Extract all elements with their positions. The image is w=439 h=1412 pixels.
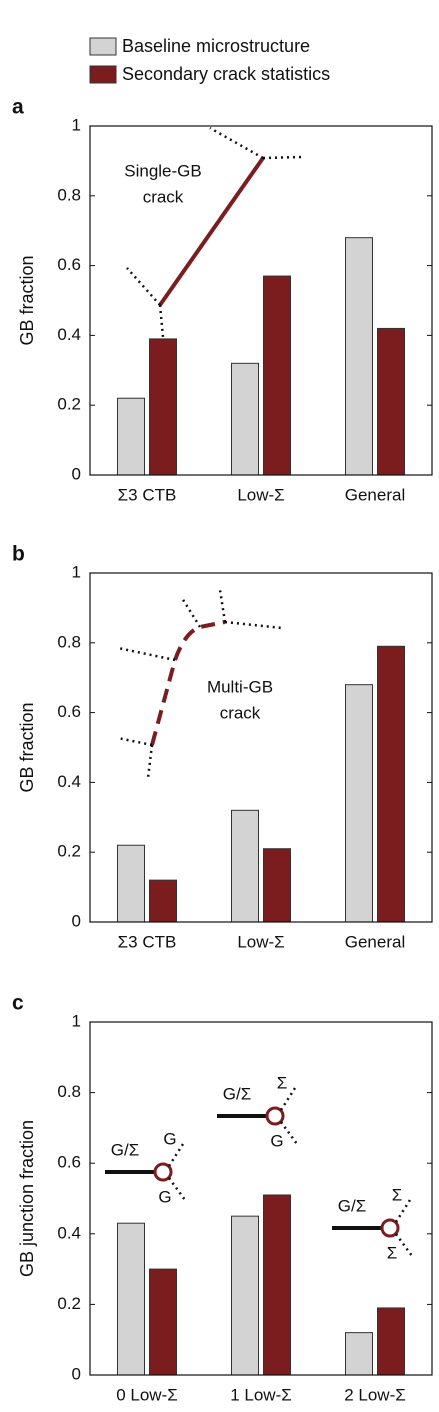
crack-line — [150, 620, 226, 746]
annotation: crack — [143, 187, 184, 206]
y-tick-label: 0.8 — [57, 1082, 81, 1101]
junction-label: G — [158, 1187, 171, 1206]
junction-label: G/Σ — [111, 1140, 139, 1159]
bar — [377, 327, 405, 476]
y-tick-label: 0 — [72, 911, 81, 930]
bar — [377, 645, 405, 923]
legend-swatch — [89, 65, 117, 84]
y-tick-label: 0.4 — [57, 1223, 81, 1242]
bar — [149, 879, 177, 923]
x-tick-label: 1 Low-Σ — [230, 1385, 292, 1404]
y-tick-label: 0.2 — [57, 842, 81, 861]
bar — [117, 397, 145, 476]
bar — [149, 1268, 177, 1376]
grain-boundary — [117, 646, 176, 662]
grain-boundary — [224, 620, 283, 630]
junction-label: G — [163, 1129, 176, 1148]
grain-boundary — [209, 126, 264, 160]
y-tick-label: 0.6 — [57, 255, 81, 274]
junction-label: G — [270, 1131, 283, 1150]
x-tick-label: Σ3 CTB — [118, 932, 177, 951]
junction-label: Σ — [387, 1243, 398, 1262]
panel-label: a — [12, 96, 24, 119]
annotation: crack — [220, 703, 261, 722]
bar — [117, 844, 145, 923]
bar — [345, 1332, 373, 1376]
panel-label: c — [12, 992, 24, 1015]
bar — [263, 275, 291, 476]
bar — [117, 1222, 145, 1376]
x-tick-label: Σ3 CTB — [118, 485, 177, 504]
grain-boundary — [180, 597, 202, 628]
y-tick-label: 0.2 — [57, 1294, 81, 1313]
plot-frame — [89, 1021, 433, 1376]
panel-label: b — [12, 543, 25, 566]
x-tick-label: General — [345, 485, 405, 504]
y-tick-label: 0 — [72, 464, 81, 483]
y-tick-label: 0.6 — [57, 1153, 81, 1172]
junction-label: Σ — [392, 1185, 403, 1204]
grain-boundary — [262, 155, 303, 160]
bar — [377, 1307, 405, 1376]
y-axis-label: GB junction fraction — [17, 1120, 37, 1277]
annotation: Multi-GB — [207, 677, 273, 696]
y-tick-label: 0.4 — [57, 772, 81, 791]
bar — [263, 1194, 291, 1376]
bar — [231, 362, 259, 476]
bar — [345, 237, 373, 476]
junction — [153, 1162, 173, 1182]
crack-line — [158, 156, 265, 307]
grain-boundary — [279, 1087, 297, 1111]
y-tick-label: 0.8 — [57, 185, 81, 204]
junction-label: Σ — [277, 1073, 288, 1092]
legend-label: Secondary crack statistics — [122, 64, 330, 84]
bar — [231, 1215, 259, 1376]
grain-boundary — [394, 1233, 414, 1257]
bar — [345, 684, 373, 923]
x-tick-label: Low-Σ — [237, 932, 284, 951]
bar — [231, 809, 259, 923]
junction — [265, 1106, 285, 1126]
y-tick-label: 0.6 — [57, 702, 81, 721]
grain-boundary — [279, 1121, 299, 1145]
y-tick-label: 0.4 — [57, 325, 81, 344]
grain-boundary — [126, 267, 161, 306]
y-tick-label: 1 — [72, 562, 81, 581]
grain-boundary — [117, 736, 153, 747]
y-tick-label: 0 — [72, 1364, 81, 1383]
grain-boundary — [218, 589, 227, 623]
legend-swatch — [89, 37, 117, 56]
x-tick-label: 0 Low-Σ — [116, 1385, 178, 1404]
y-tick-label: 0.8 — [57, 632, 81, 651]
bar — [263, 848, 291, 923]
grain-boundary — [146, 744, 154, 779]
bar — [149, 338, 177, 476]
junction — [380, 1218, 400, 1238]
y-axis-label: GB fraction — [17, 702, 37, 792]
grain-boundary — [167, 1143, 185, 1167]
grain-boundary — [158, 304, 165, 338]
y-axis-label: GB fraction — [17, 255, 37, 345]
x-tick-label: General — [345, 932, 405, 951]
plot-frame — [89, 125, 433, 476]
grain-boundary — [167, 1177, 187, 1201]
grain-boundary — [394, 1199, 412, 1223]
y-tick-label: 1 — [72, 115, 81, 134]
y-tick-label: 0.2 — [57, 395, 81, 414]
annotation: Single-GB — [124, 161, 201, 180]
x-tick-label: 2 Low-Σ — [344, 1385, 406, 1404]
plot-frame — [89, 572, 433, 923]
junction-label: G/Σ — [338, 1196, 366, 1215]
y-tick-label: 1 — [72, 1011, 81, 1030]
x-tick-label: Low-Σ — [237, 485, 284, 504]
junction-label: G/Σ — [223, 1084, 251, 1103]
legend-label: Baseline microstructure — [122, 36, 310, 56]
